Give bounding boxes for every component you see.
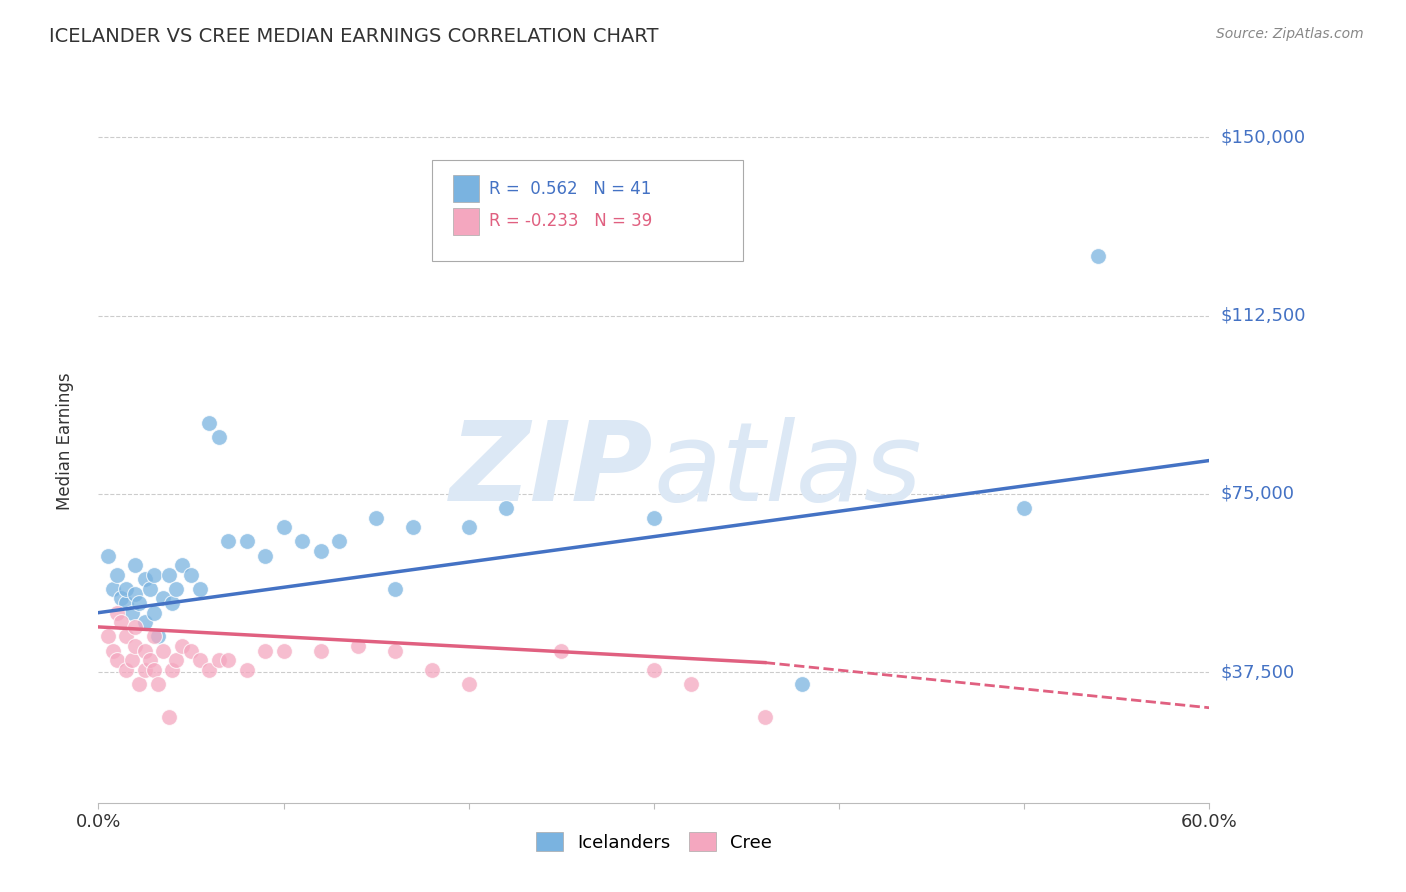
Point bbox=[235, 663, 257, 677]
Point bbox=[134, 643, 156, 657]
Point bbox=[103, 582, 125, 596]
Point bbox=[162, 596, 184, 610]
Text: ICELANDER VS CREE MEDIAN EARNINGS CORRELATION CHART: ICELANDER VS CREE MEDIAN EARNINGS CORREL… bbox=[49, 27, 658, 45]
Point bbox=[253, 549, 276, 563]
Point bbox=[143, 629, 166, 643]
Point bbox=[309, 544, 332, 558]
Point bbox=[643, 510, 665, 524]
Point bbox=[253, 643, 276, 657]
Text: $112,500: $112,500 bbox=[1220, 307, 1306, 325]
Point bbox=[188, 653, 211, 667]
Point bbox=[124, 558, 146, 573]
Point bbox=[157, 567, 180, 582]
Point bbox=[495, 501, 517, 516]
Point bbox=[165, 582, 187, 596]
Point bbox=[105, 606, 128, 620]
Point bbox=[115, 663, 138, 677]
Point bbox=[170, 639, 193, 653]
Point bbox=[121, 653, 143, 667]
Point bbox=[273, 643, 295, 657]
Point bbox=[152, 591, 174, 606]
Point bbox=[235, 534, 257, 549]
Text: R = -0.233   N = 39: R = -0.233 N = 39 bbox=[489, 212, 652, 230]
Point bbox=[115, 596, 138, 610]
Point bbox=[273, 520, 295, 534]
Point bbox=[110, 591, 132, 606]
Point bbox=[152, 643, 174, 657]
Point bbox=[139, 582, 162, 596]
Point bbox=[128, 596, 150, 610]
FancyBboxPatch shape bbox=[453, 176, 479, 202]
Text: ZIP: ZIP bbox=[450, 417, 654, 524]
Point bbox=[643, 663, 665, 677]
Point bbox=[124, 620, 146, 634]
Point bbox=[180, 567, 202, 582]
Point bbox=[384, 643, 406, 657]
Point bbox=[366, 510, 388, 524]
Point bbox=[105, 653, 128, 667]
Point bbox=[134, 663, 156, 677]
Point bbox=[457, 677, 479, 691]
Point bbox=[1087, 249, 1109, 263]
Point bbox=[121, 606, 143, 620]
Point bbox=[143, 567, 166, 582]
Text: Source: ZipAtlas.com: Source: ZipAtlas.com bbox=[1216, 27, 1364, 41]
Y-axis label: Median Earnings: Median Earnings bbox=[56, 373, 75, 510]
Point bbox=[134, 573, 156, 587]
Point bbox=[457, 520, 479, 534]
Point bbox=[208, 430, 231, 444]
FancyBboxPatch shape bbox=[432, 160, 742, 260]
Point bbox=[346, 639, 368, 653]
Point bbox=[103, 643, 125, 657]
Point bbox=[139, 653, 162, 667]
FancyBboxPatch shape bbox=[453, 208, 479, 235]
Point bbox=[790, 677, 813, 691]
Point bbox=[146, 677, 169, 691]
Point bbox=[754, 710, 776, 724]
Point bbox=[134, 615, 156, 630]
Text: atlas: atlas bbox=[654, 417, 922, 524]
Point bbox=[198, 663, 221, 677]
Point bbox=[162, 663, 184, 677]
Point bbox=[217, 653, 239, 667]
Point bbox=[420, 663, 443, 677]
Legend: Icelanders, Cree: Icelanders, Cree bbox=[529, 825, 779, 859]
Point bbox=[115, 582, 138, 596]
Text: $37,500: $37,500 bbox=[1220, 663, 1295, 681]
Point bbox=[188, 582, 211, 596]
Point bbox=[384, 582, 406, 596]
Point bbox=[146, 629, 169, 643]
Point bbox=[1012, 501, 1035, 516]
Point bbox=[309, 643, 332, 657]
Point bbox=[198, 416, 221, 430]
Point bbox=[97, 549, 120, 563]
Text: R =  0.562   N = 41: R = 0.562 N = 41 bbox=[489, 179, 652, 198]
Point bbox=[180, 643, 202, 657]
Point bbox=[124, 587, 146, 601]
Point bbox=[110, 615, 132, 630]
Point bbox=[143, 663, 166, 677]
Point bbox=[115, 629, 138, 643]
Point bbox=[128, 677, 150, 691]
Point bbox=[402, 520, 425, 534]
Point bbox=[550, 643, 572, 657]
Point bbox=[97, 629, 120, 643]
Point bbox=[170, 558, 193, 573]
Point bbox=[165, 653, 187, 667]
Point bbox=[679, 677, 702, 691]
Point bbox=[208, 653, 231, 667]
Point bbox=[143, 606, 166, 620]
Point bbox=[157, 710, 180, 724]
Point bbox=[124, 639, 146, 653]
Point bbox=[217, 534, 239, 549]
Point bbox=[328, 534, 350, 549]
Point bbox=[105, 567, 128, 582]
Text: $75,000: $75,000 bbox=[1220, 485, 1295, 503]
Text: $150,000: $150,000 bbox=[1220, 128, 1305, 146]
Point bbox=[291, 534, 314, 549]
